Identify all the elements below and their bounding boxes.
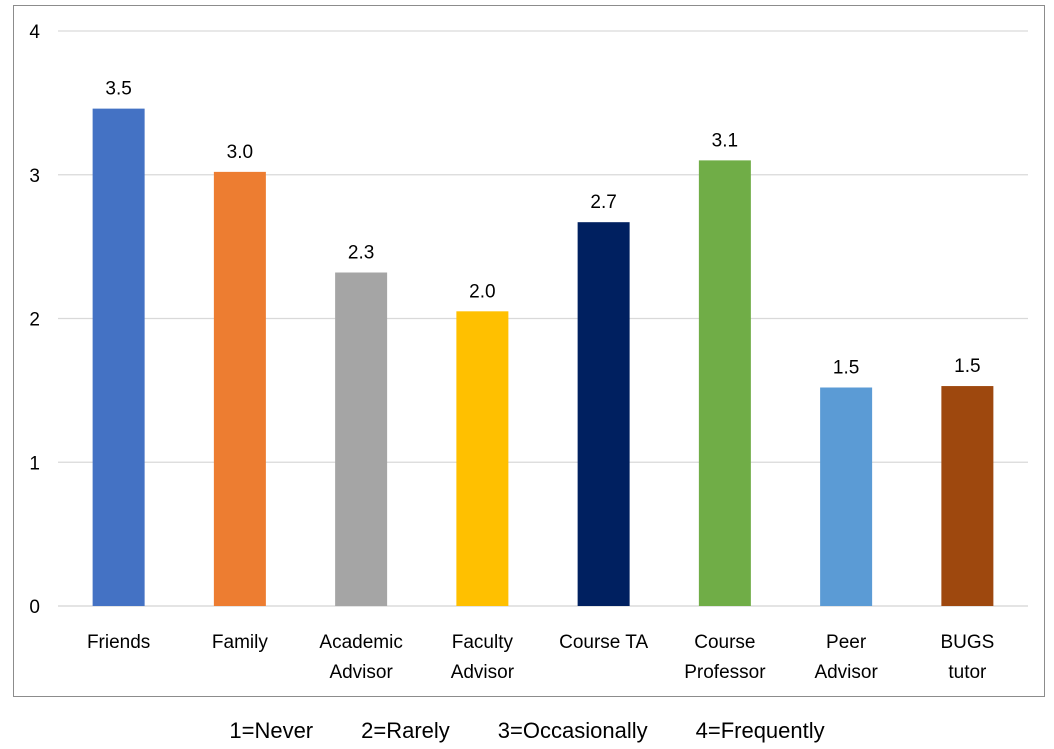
bar-4 bbox=[577, 222, 630, 606]
category-label-line: tutor bbox=[948, 662, 987, 683]
category-label-line: Advisor bbox=[451, 662, 515, 683]
chart-frame bbox=[13, 5, 1045, 697]
category-label-line: Advisor bbox=[814, 662, 878, 683]
data-label-3: 2.0 bbox=[469, 281, 495, 302]
data-label-7: 1.5 bbox=[954, 356, 980, 377]
bar-0 bbox=[92, 108, 145, 606]
data-label-5: 3.1 bbox=[712, 130, 738, 151]
data-label-1: 3.0 bbox=[227, 142, 253, 163]
category-label-7: BUGS tutor bbox=[940, 632, 994, 683]
category-label-line: Friends bbox=[87, 632, 150, 653]
caption-item-never: 1=Never bbox=[229, 718, 314, 743]
category-label-5: Course Professor bbox=[684, 632, 766, 683]
y-axis-ticks: 0 1 2 3 4 bbox=[29, 22, 40, 618]
caption-item-frequently: 4=Frequently bbox=[695, 718, 825, 743]
bar-1 bbox=[213, 171, 266, 606]
bar-chart: 0 1 2 3 4 3.5 3.0 2.3 2.0 2.7 3.1 1.5 1.5 Friends Fa… bbox=[29, 22, 1028, 683]
bar-7 bbox=[941, 386, 994, 606]
caption-item-occasionally: 3=Occasionally bbox=[497, 718, 648, 743]
category-label-4: Course TA bbox=[559, 632, 648, 653]
y-tick-label-0: 0 bbox=[29, 597, 40, 618]
y-tick-label-2: 2 bbox=[29, 310, 40, 331]
data-label-4: 2.7 bbox=[590, 192, 616, 213]
caption-item-rarely: 2=Rarely bbox=[361, 718, 450, 743]
category-label-0: Friends bbox=[87, 632, 150, 653]
data-label-2: 2.3 bbox=[348, 243, 374, 264]
bars bbox=[92, 108, 994, 606]
data-label-0: 3.5 bbox=[105, 79, 131, 100]
scale-caption: 1=Never 2=Rarely 3=Occasionally 4=Freque… bbox=[0, 718, 1054, 748]
category-label-2: Academic Advisor bbox=[319, 632, 402, 683]
y-tick-label-4: 4 bbox=[29, 22, 40, 43]
bar-3 bbox=[456, 311, 509, 606]
y-tick-label-1: 1 bbox=[29, 453, 40, 474]
category-label-line: BUGS bbox=[940, 632, 994, 653]
y-tick-label-3: 3 bbox=[29, 166, 40, 187]
category-label-line: Academic bbox=[319, 632, 402, 653]
bar-5 bbox=[698, 160, 751, 606]
category-label-line: Faculty bbox=[452, 632, 514, 653]
x-axis-labels: Friends Family Academic Advisor Faculty Advis… bbox=[87, 632, 994, 683]
data-label-6: 1.5 bbox=[833, 358, 859, 379]
data-labels: 3.5 3.0 2.3 2.0 2.7 3.1 1.5 1.5 bbox=[105, 79, 980, 379]
category-label-3: Faculty Advisor bbox=[451, 632, 515, 683]
category-label-1: Family bbox=[212, 632, 268, 653]
category-label-line: Course bbox=[694, 632, 755, 653]
gridlines bbox=[58, 30, 1028, 607]
category-label-line: Family bbox=[212, 632, 268, 653]
category-label-line: Advisor bbox=[329, 662, 393, 683]
bar-2 bbox=[335, 272, 388, 606]
category-label-line: Professor bbox=[684, 662, 766, 683]
category-label-line: Peer bbox=[826, 632, 867, 653]
bar-6 bbox=[820, 387, 873, 606]
category-label-line: Course TA bbox=[559, 632, 648, 653]
category-label-6: Peer Advisor bbox=[814, 632, 878, 683]
